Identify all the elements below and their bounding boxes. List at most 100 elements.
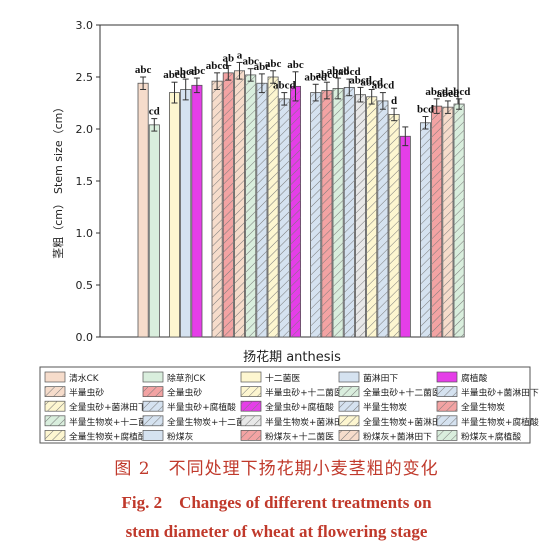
legend-label: 全量生物炭 — [461, 401, 505, 413]
legend-label: 全量虫砂 — [167, 387, 202, 399]
legend-label: 腐植酸 — [461, 372, 488, 384]
legend-label: 全量生物炭+腐植酸 — [69, 430, 147, 442]
significance-label: abcd — [372, 80, 395, 92]
legend-swatch-hatch — [437, 386, 457, 397]
y-axis-label-en: Stem size（cm） — [52, 102, 65, 194]
y-tick-label: 1.0 — [76, 227, 94, 240]
legend-label: 全量虫砂+十二菌医 — [363, 387, 441, 399]
legend-label: 菌淋田下 — [363, 372, 398, 384]
bar — [137, 82, 149, 338]
legend-label: 半量虫砂+十二菌医 — [265, 387, 343, 399]
legend-swatch — [436, 371, 458, 383]
legend-label: 全量虫砂+腐植酸 — [265, 401, 334, 413]
legend-swatch — [240, 371, 262, 383]
bar — [180, 89, 192, 338]
significance-label: abc — [287, 59, 304, 71]
legend-label: 粉煤灰+菌淋田下 — [363, 430, 432, 442]
bar-hatch — [234, 70, 245, 337]
bar-hatch — [442, 107, 453, 337]
significance-label: abcd — [437, 88, 460, 100]
bar-hatch — [290, 86, 301, 337]
legend-swatch-hatch — [143, 401, 163, 412]
bar-hatch — [212, 81, 223, 337]
legend-swatch — [338, 371, 360, 383]
bar-hatch — [256, 83, 267, 338]
legend-swatch-hatch — [437, 415, 457, 426]
legend-swatch-hatch — [241, 401, 261, 412]
legend-swatch — [142, 430, 164, 441]
figure-caption-en-line2: stem diameter of wheat at flowering stag… — [125, 522, 428, 541]
legend-label: 半量生物炭+十二菌医 — [69, 416, 156, 428]
x-axis-label: 扬花期 anthesis — [243, 349, 341, 365]
legend-label: 粉煤灰 — [167, 430, 194, 442]
legend-label: 半量生物炭+菌淋田下 — [265, 416, 352, 428]
legend-swatch-hatch — [45, 415, 65, 426]
significance-label: ab — [222, 53, 234, 65]
bar-hatch — [333, 88, 344, 337]
legend-label: 半量生物炭 — [363, 401, 407, 413]
legend-label: 全量生物炭+菌淋田下 — [363, 416, 450, 428]
y-axis-label: 茎粗（cm） Stem size（cm） — [52, 102, 65, 259]
legend-swatch-hatch — [339, 386, 359, 397]
legend-swatch-hatch — [143, 386, 163, 397]
significance-label: abcd — [174, 66, 197, 78]
legend-swatch — [44, 371, 66, 383]
bars-layer — [137, 61, 465, 338]
legend-label: 十二菌医 — [265, 372, 300, 384]
legend-swatch-hatch — [241, 386, 261, 397]
bar-hatch — [377, 100, 388, 337]
bar-hatch — [420, 122, 431, 337]
bar-hatch — [389, 114, 400, 337]
legend-swatch-hatch — [45, 401, 65, 412]
legend-label: 粉煤灰+十二菌医 — [265, 430, 334, 442]
significance-label: abcd — [448, 86, 471, 98]
significance-label: abcd — [273, 80, 296, 92]
legend-label: 半量生物炭+腐植酸 — [461, 416, 539, 428]
significance-label: abcd — [425, 86, 448, 98]
significance-label: abc — [254, 61, 271, 73]
significance-label: abc — [189, 65, 206, 77]
bar-hatch — [245, 74, 256, 338]
bar-hatch — [366, 96, 377, 337]
significance-label: abcd — [316, 69, 339, 81]
bar-hatch — [454, 104, 465, 337]
bar-hatch — [321, 90, 332, 338]
legend-label: 半量虫砂 — [69, 387, 104, 399]
legend-swatch-hatch — [45, 430, 65, 441]
significance-label: d — [391, 95, 397, 107]
significance-label: abcd — [327, 65, 350, 77]
legend-swatch-hatch — [339, 430, 359, 441]
bar-hatch — [431, 106, 442, 338]
bar-hatch — [310, 92, 321, 337]
legend-label: 半量虫砂+腐植酸 — [167, 401, 236, 413]
legend-label: 全量生物炭+十二菌医 — [167, 416, 254, 428]
significance-label: a — [237, 49, 243, 61]
bar — [168, 92, 180, 338]
significance-label: cd — [149, 106, 160, 118]
bar-hatch — [355, 94, 366, 338]
significance-label: abcd — [360, 76, 383, 88]
legend-label: 半量虫砂+菌淋田下 — [461, 387, 539, 399]
significance-label: abc — [135, 64, 152, 76]
significance-label: abcd — [304, 71, 327, 83]
y-tick-label: 2.0 — [76, 123, 94, 136]
legend-swatch — [142, 371, 164, 383]
y-tick-label: 3.0 — [76, 19, 94, 32]
legend-swatch-hatch — [339, 401, 359, 412]
bar — [399, 135, 411, 338]
legend-swatch-hatch — [437, 401, 457, 412]
legend-swatch-hatch — [241, 430, 261, 441]
bar-hatch — [279, 98, 290, 337]
legend-label: 全量虫砂+菌淋田下 — [69, 401, 147, 413]
y-axis-label-zh: 茎粗（cm） — [52, 198, 65, 259]
legend-swatch-hatch — [45, 386, 65, 397]
bar — [148, 124, 160, 338]
significance-label: bcd — [417, 104, 434, 116]
y-tick-label: 1.5 — [76, 175, 94, 188]
bar-hatch — [223, 72, 234, 337]
significance-label: abc — [265, 58, 282, 70]
significance-label: abc — [242, 56, 259, 68]
y-tick-label: 0.5 — [76, 279, 94, 292]
legend-swatch-hatch — [339, 415, 359, 426]
